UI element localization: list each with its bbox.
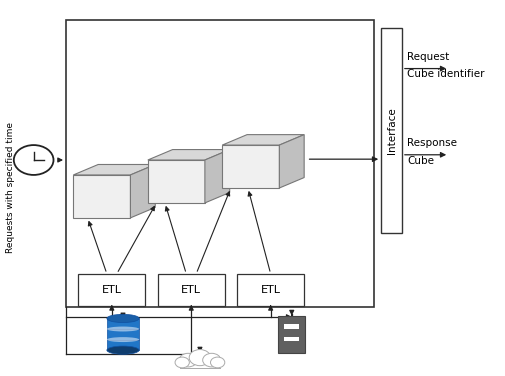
Polygon shape xyxy=(279,135,304,188)
Circle shape xyxy=(179,353,197,367)
Text: Requests with specified time: Requests with specified time xyxy=(6,123,15,253)
Ellipse shape xyxy=(107,326,139,332)
Ellipse shape xyxy=(107,337,139,342)
FancyBboxPatch shape xyxy=(284,324,299,329)
Polygon shape xyxy=(73,164,155,175)
Text: Request: Request xyxy=(407,52,449,62)
Circle shape xyxy=(211,357,225,368)
Text: Cube identifier: Cube identifier xyxy=(407,69,484,79)
Circle shape xyxy=(175,357,189,368)
Polygon shape xyxy=(148,150,230,160)
FancyBboxPatch shape xyxy=(237,274,304,306)
Polygon shape xyxy=(205,150,230,203)
Polygon shape xyxy=(107,340,139,350)
Ellipse shape xyxy=(107,346,139,354)
Ellipse shape xyxy=(107,314,139,323)
Polygon shape xyxy=(73,175,130,218)
Text: Cube: Cube xyxy=(407,156,434,165)
Polygon shape xyxy=(107,318,139,329)
Polygon shape xyxy=(222,145,279,188)
Polygon shape xyxy=(107,329,139,340)
Polygon shape xyxy=(222,135,304,145)
FancyBboxPatch shape xyxy=(158,274,225,306)
Text: Interface: Interface xyxy=(386,107,396,153)
Circle shape xyxy=(203,353,221,367)
FancyBboxPatch shape xyxy=(78,274,145,306)
FancyBboxPatch shape xyxy=(284,337,299,341)
Polygon shape xyxy=(130,164,155,218)
Circle shape xyxy=(189,350,211,366)
Text: ETL: ETL xyxy=(181,285,201,295)
FancyBboxPatch shape xyxy=(66,20,374,308)
FancyBboxPatch shape xyxy=(381,27,402,233)
FancyBboxPatch shape xyxy=(278,315,306,353)
Text: ETL: ETL xyxy=(261,285,281,295)
Polygon shape xyxy=(180,360,220,368)
Text: ETL: ETL xyxy=(102,285,122,295)
Text: Response: Response xyxy=(407,138,457,148)
Polygon shape xyxy=(148,160,205,203)
